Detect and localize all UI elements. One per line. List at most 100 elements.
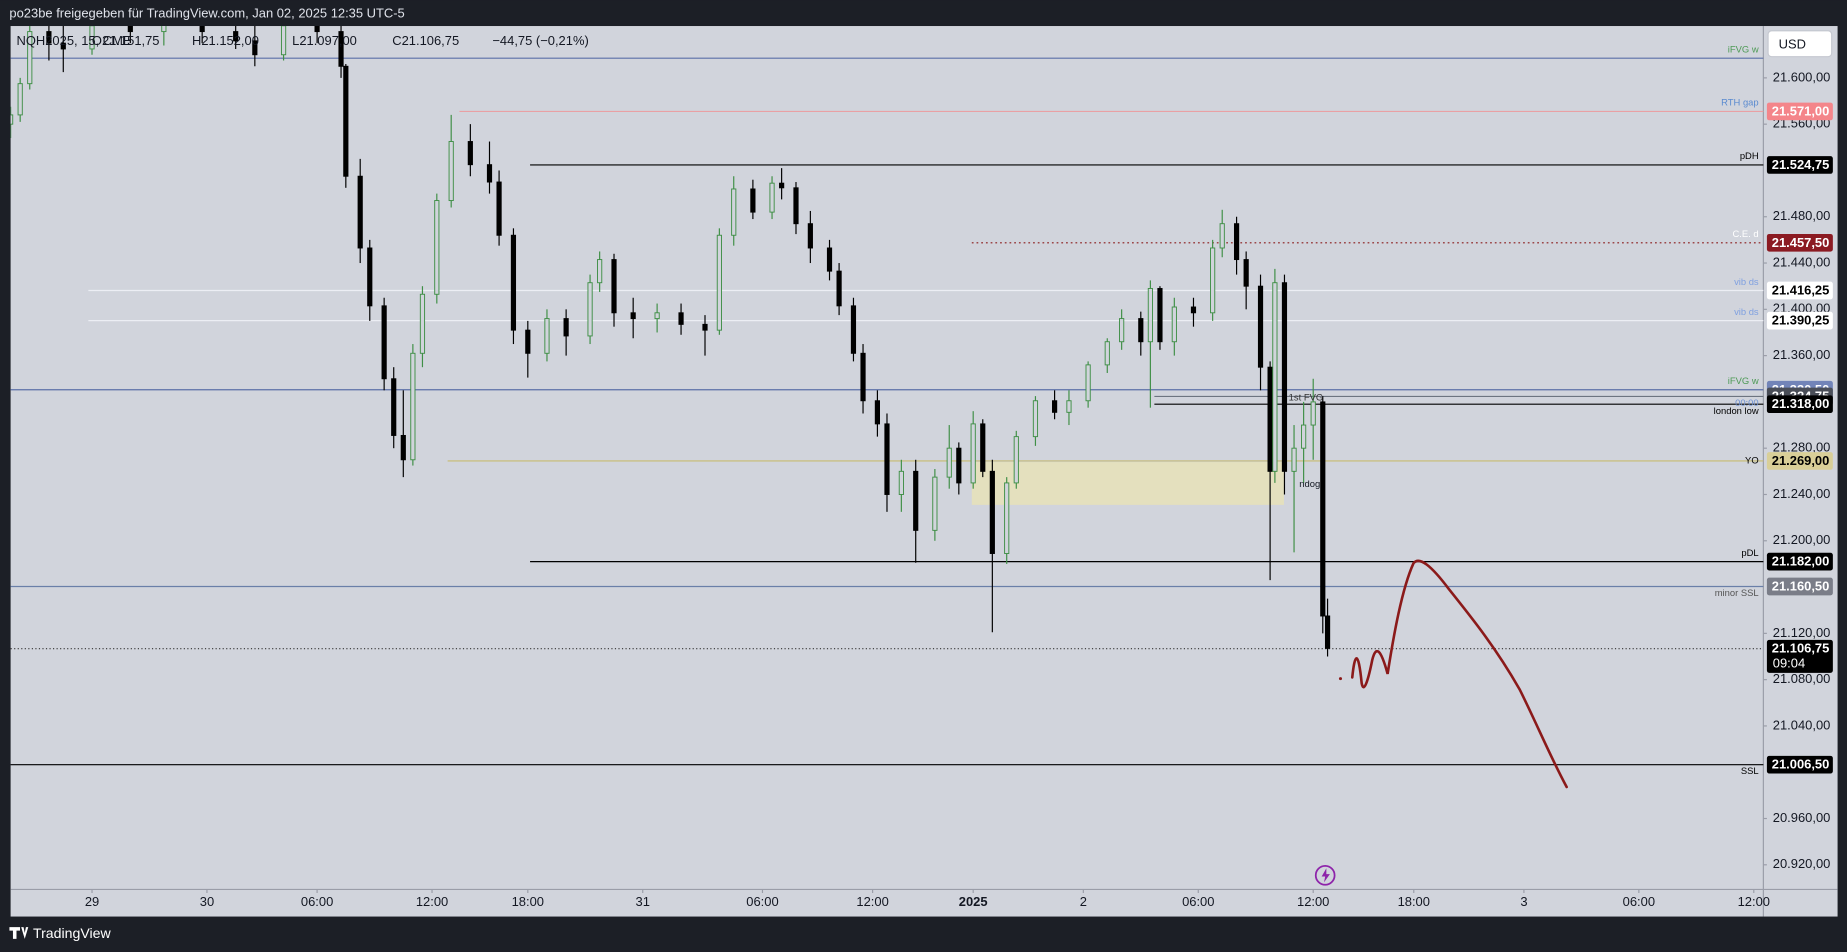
- candle-body: [252, 40, 258, 56]
- candle-body: [1257, 285, 1264, 368]
- price-tag: [1766, 755, 1833, 774]
- candle-body: [199, 26, 205, 33]
- candle-body: [913, 470, 919, 531]
- x-tick-label: 06:00: [1623, 894, 1655, 909]
- candle-body: [1233, 223, 1240, 261]
- candle-body: [898, 470, 904, 495]
- level-name: vib ds: [1734, 306, 1759, 317]
- price-tag: [1766, 552, 1833, 571]
- x-tick-label: 12:00: [1738, 894, 1770, 909]
- candle-body: [793, 187, 799, 225]
- hand-drawing: [1350, 559, 1568, 789]
- x-tick-label: 12:00: [1297, 894, 1329, 909]
- candle-body: [1119, 318, 1125, 343]
- candle-body: [510, 234, 517, 331]
- price-tag: [1766, 102, 1833, 121]
- x-tick-label: 06:00: [746, 894, 778, 909]
- candle-body: [127, 26, 133, 33]
- candle-body: [89, 26, 95, 50]
- price-tag-label: 21.571,00: [1772, 103, 1830, 118]
- candle-body: [716, 234, 722, 331]
- candle-body: [826, 247, 833, 272]
- x-tick-label: 3: [1520, 894, 1527, 909]
- candle-body: [678, 312, 684, 325]
- candle-body: [161, 26, 167, 33]
- level-name: vib ds: [1734, 276, 1759, 287]
- candle-body: [233, 31, 239, 42]
- x-tick-label: 12:00: [416, 894, 448, 909]
- level-name: iFVG w: [1728, 43, 1759, 54]
- candle-body: [1190, 306, 1197, 314]
- price-tag-label: 21.457,50: [1772, 235, 1830, 250]
- header: po23be freigegeben für TradingView.com, …: [9, 6, 404, 21]
- level-name: C.E. d: [1733, 228, 1759, 239]
- legend-value: O21.151,75: [92, 33, 160, 48]
- candle-body: [654, 312, 660, 320]
- x-tick-label: 30: [200, 894, 214, 909]
- candle-body: [10, 114, 14, 125]
- candle-body: [563, 318, 569, 337]
- x-tick-label: 06:00: [1182, 894, 1214, 909]
- candle-body: [1267, 366, 1273, 472]
- level-name: london low: [1714, 405, 1759, 416]
- candle-body: [1171, 306, 1177, 343]
- candle-body: [874, 400, 880, 425]
- price-tag: [1766, 281, 1833, 300]
- x-tick-label: 12:00: [856, 894, 888, 909]
- candle-body: [60, 42, 66, 50]
- candle-body: [419, 293, 426, 354]
- currency-button[interactable]: [1767, 30, 1833, 58]
- legend-value: H21.152,00: [192, 33, 259, 48]
- level-name: 00:00: [1735, 397, 1759, 408]
- y-tick-label: 21.440,00: [1773, 254, 1831, 269]
- candle-body: [850, 305, 857, 354]
- y-tick-label: 21.200,00: [1773, 532, 1831, 547]
- candle-body: [836, 270, 842, 307]
- candle-body: [946, 447, 952, 478]
- candle-body: [1004, 482, 1010, 554]
- zone-label: ndog: [1299, 478, 1320, 489]
- candle-body: [750, 188, 756, 213]
- price-tag-label: 21.416,25: [1772, 283, 1830, 298]
- candle-body: [1243, 259, 1249, 287]
- candle-body: [989, 470, 995, 554]
- price-tag-label: 21.106,75: [1772, 641, 1830, 656]
- y-tick-label: 21.240,00: [1773, 486, 1831, 501]
- candle-body: [1272, 282, 1278, 472]
- price-tag-label: 21.160,50: [1772, 578, 1830, 593]
- candle-body: [1085, 364, 1091, 402]
- lightning-icon: [1321, 868, 1330, 883]
- candle-body: [400, 434, 406, 461]
- price-tag: [1766, 452, 1833, 470]
- note: 1st FVG: [1289, 392, 1324, 403]
- x-tick-label: 2: [1080, 894, 1087, 909]
- candle-body: [280, 26, 287, 56]
- price-tag: [1766, 395, 1833, 414]
- footer: TradingView: [33, 925, 112, 941]
- price-tag-label: 21.182,00: [1772, 554, 1830, 569]
- candle-body: [434, 200, 440, 295]
- x-tick-label: 31: [636, 894, 650, 909]
- candle-body: [343, 65, 349, 177]
- level-name: pDH: [1740, 150, 1759, 161]
- hand-dot: [1338, 677, 1343, 681]
- y-tick-label: 21.480,00: [1773, 208, 1831, 223]
- y-tick-label: 20.960,00: [1773, 810, 1831, 825]
- candle-body: [357, 175, 363, 249]
- candle-body: [338, 31, 344, 67]
- price-tag: [1766, 156, 1833, 174]
- candle-body: [1157, 288, 1163, 343]
- price-tag-label: 21.524,75: [1772, 157, 1830, 172]
- candle-body: [1013, 436, 1019, 484]
- price-tag: [1766, 311, 1833, 330]
- x-tick-label: 18:00: [1398, 894, 1430, 909]
- logo: [9, 927, 29, 939]
- y-tick-label: 21.600,00: [1773, 69, 1831, 84]
- zone: [971, 462, 1284, 505]
- candle-body: [525, 329, 531, 354]
- candle-body: [860, 352, 866, 402]
- candle-body: [1052, 400, 1058, 413]
- candle-body: [731, 188, 737, 236]
- candle-body: [587, 282, 593, 337]
